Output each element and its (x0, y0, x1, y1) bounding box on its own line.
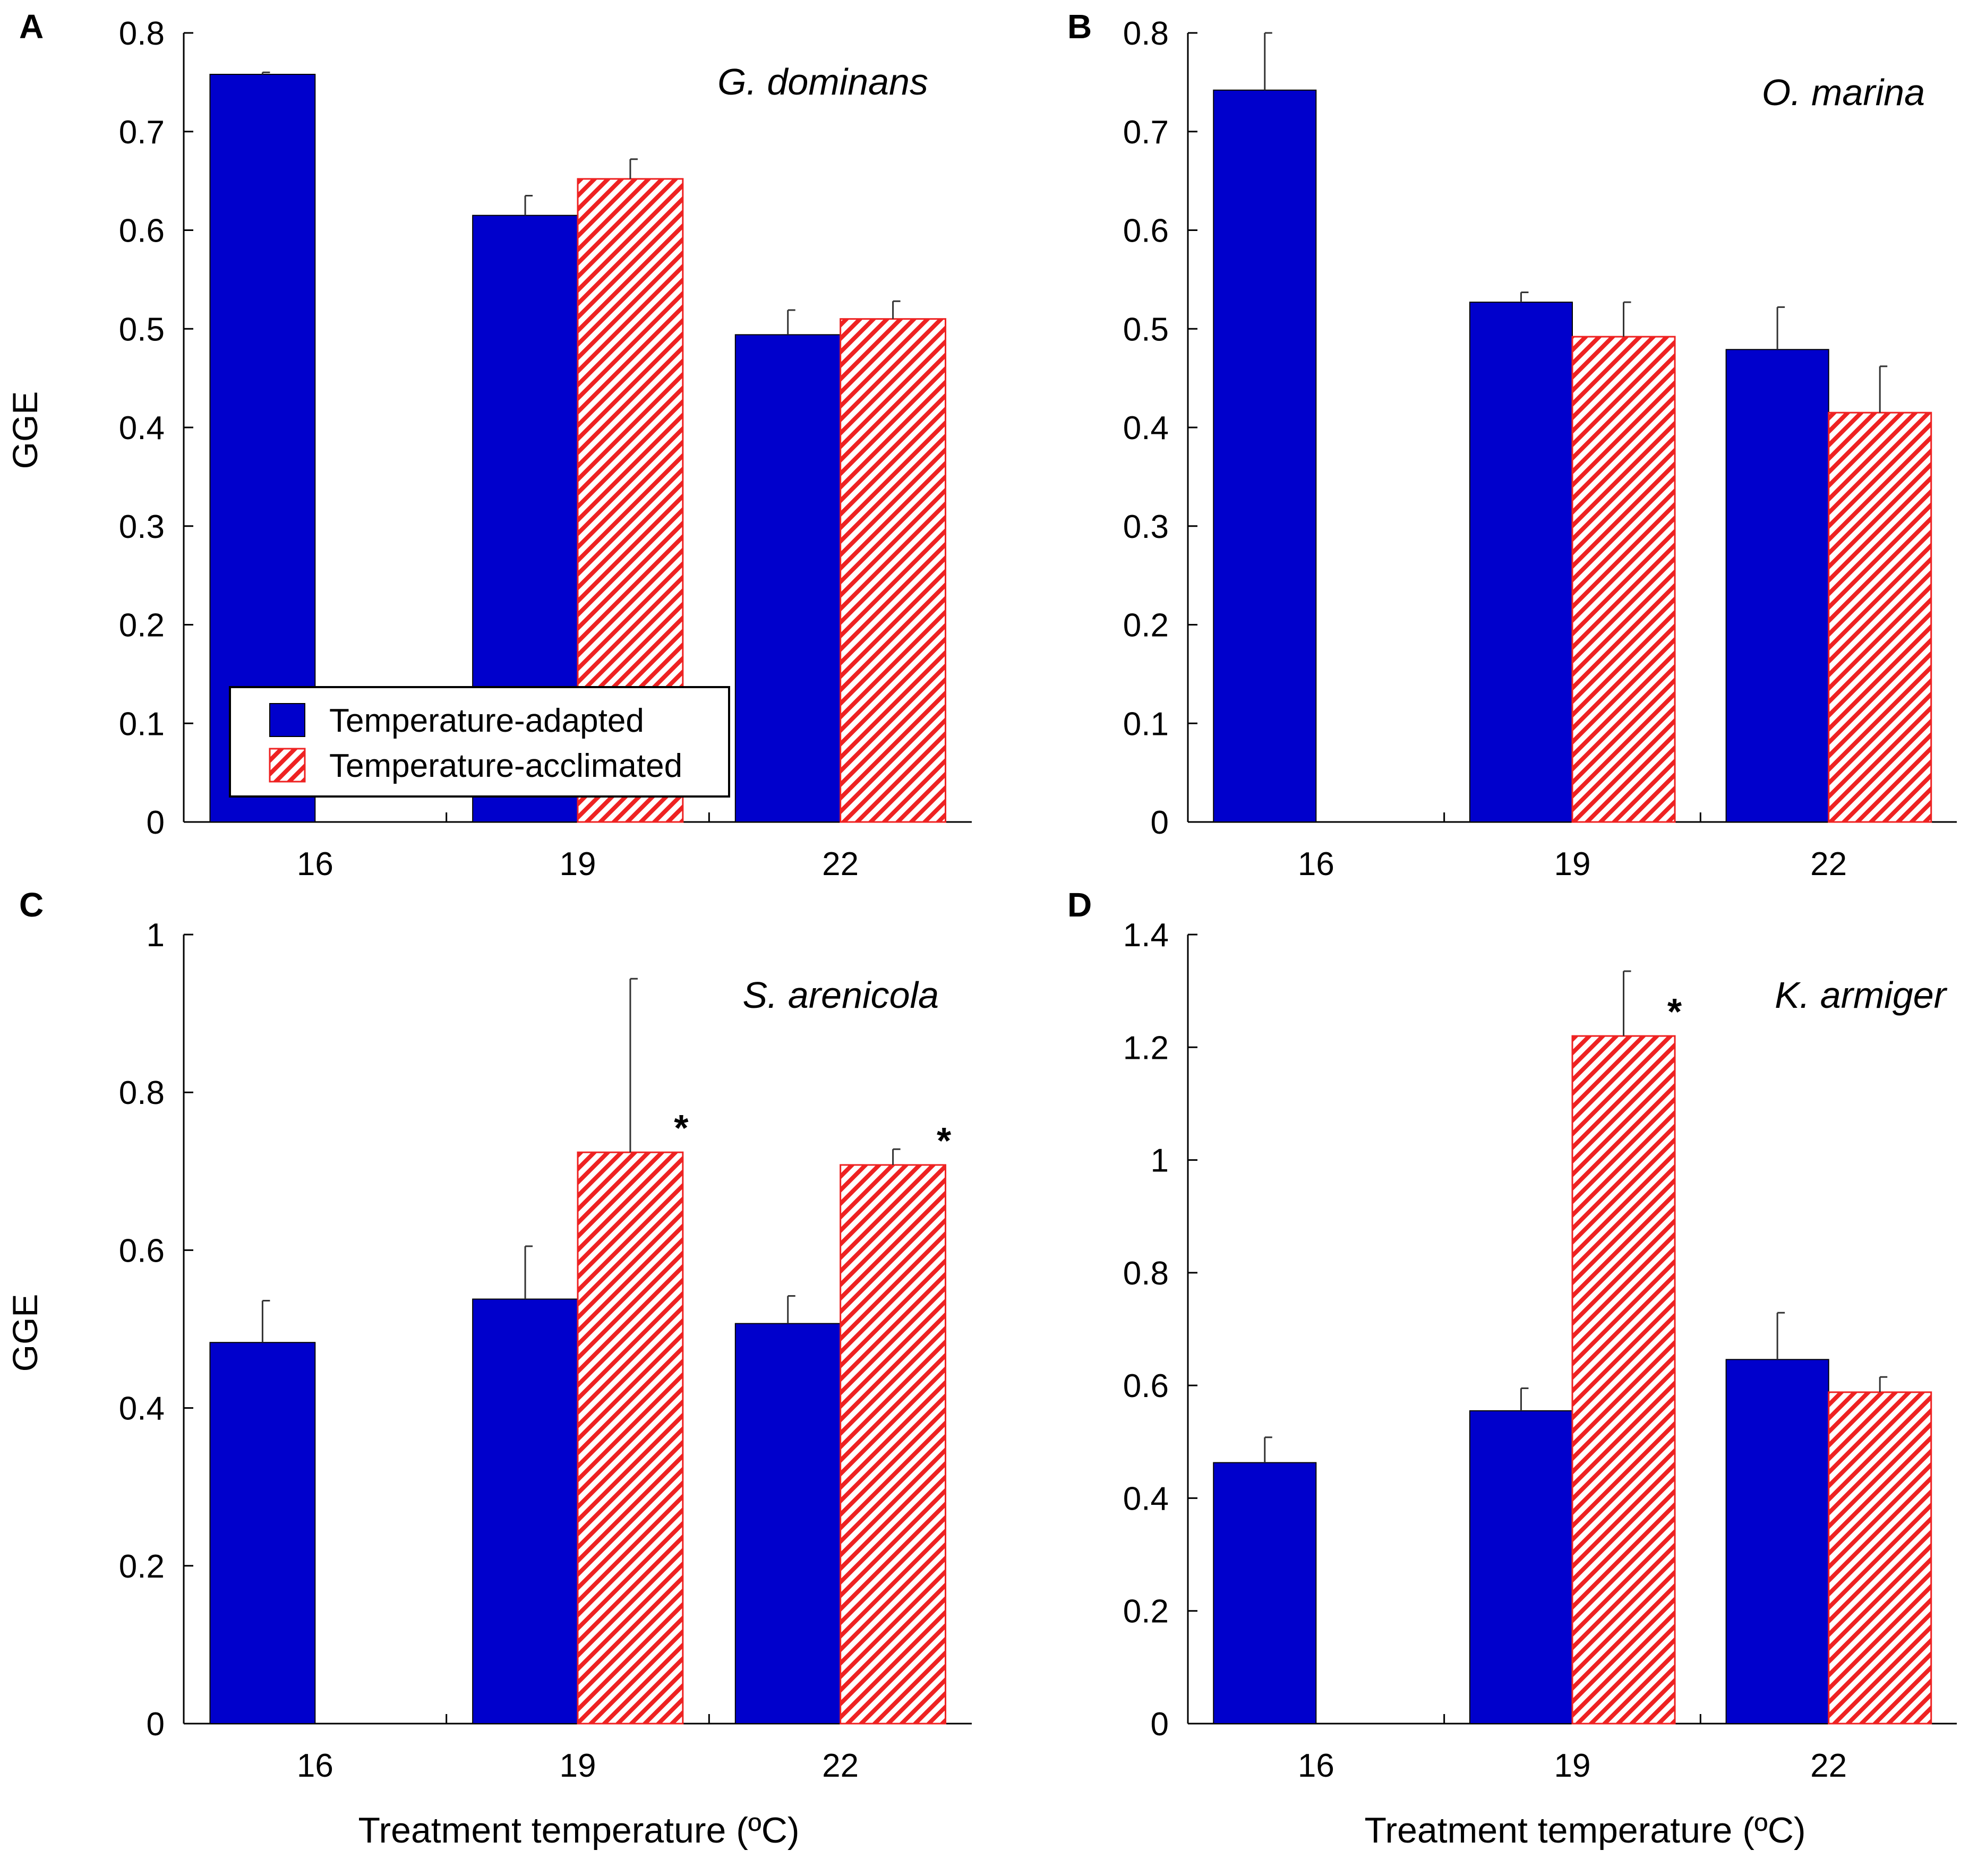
y-tick-label: 0 (1151, 804, 1169, 841)
y-tick-label: 0 (147, 804, 165, 841)
bar-adapted-16 (1213, 1462, 1317, 1725)
panel-letter: A (19, 7, 44, 46)
y-tick-label: 0.3 (1123, 509, 1169, 545)
legend-swatch-acclimated (269, 748, 306, 783)
bar-acclimated-19 (577, 1151, 684, 1725)
x-tick-label: 16 (297, 1747, 333, 1784)
y-tick-label: 0.1 (119, 706, 165, 742)
y-tick-label: 1.2 (1123, 1030, 1169, 1066)
panel-c: 0 0.2 0.4 0.6 0.8 1 16 * 19 * 22 C S. arenicola GGE Tr… (5, 886, 972, 1851)
y-tick-label: 0.7 (1123, 114, 1169, 151)
bar-adapted-16 (1213, 89, 1317, 823)
panel-b: 0 0.1 0.2 0.3 0.4 0.5 0.6 0.7 0.8 16 19 22 B O. marin… (1067, 7, 1957, 883)
bar-adapted-22 (734, 334, 841, 823)
y-tick-label: 0.6 (119, 1232, 165, 1269)
x-tick-label: 16 (297, 846, 333, 883)
bar-adapted-22 (1725, 349, 1829, 823)
bar-adapted-22 (734, 1323, 841, 1724)
x-tick-label: 19 (560, 846, 596, 883)
legend-box (229, 686, 730, 798)
legend: Temperature-adapted Temperature-acclimate… (229, 686, 730, 798)
bar-acclimated-22 (840, 1164, 947, 1725)
y-tick-label: 0.2 (119, 607, 165, 644)
y-tick-label: 0.5 (1123, 311, 1169, 348)
y-tick-label: 1 (147, 917, 165, 954)
x-tick-label: 16 (1298, 1747, 1334, 1784)
legend-label-acclimated: Temperature-acclimated (329, 748, 682, 784)
x-tick-label: 22 (822, 1747, 859, 1784)
significance-star: * (674, 1107, 689, 1149)
bar-adapted-22 (1725, 1359, 1829, 1724)
panel-letter: D (1067, 886, 1092, 924)
y-tick-label: 0.8 (1123, 15, 1169, 52)
bar-adapted-19 (1469, 302, 1573, 823)
significance-star: * (937, 1120, 952, 1161)
x-axis-label: Treatment temperature (ºC) (358, 1810, 799, 1851)
species-label: G. dominans (717, 61, 928, 102)
x-tick-label: 22 (822, 846, 859, 883)
y-tick-label: 1.4 (1123, 917, 1169, 954)
y-tick-label: 0.4 (1123, 410, 1169, 447)
bar-adapted-19 (1469, 1410, 1573, 1725)
bar-acclimated-19 (1571, 336, 1676, 823)
bar-adapted-16 (209, 1342, 316, 1724)
y-tick-label: 0.5 (119, 311, 165, 348)
y-tick-label: 0.4 (1123, 1480, 1169, 1517)
y-tick-label: 0.6 (1123, 213, 1169, 250)
panel-a: 0 0.1 0.2 0.3 0.4 0.5 0.6 0.7 0.8 16 19 22 A G. domin… (5, 7, 972, 883)
bar-adapted-19 (472, 1298, 579, 1724)
y-tick-label: 0 (147, 1706, 165, 1743)
y-tick-label: 0.4 (119, 1391, 165, 1427)
x-tick-label: 22 (1810, 846, 1847, 883)
y-tick-label: 0.2 (119, 1548, 165, 1585)
y-axis-label: GGE (5, 1294, 45, 1372)
legend-label-adapted: Temperature-adapted (329, 703, 644, 739)
panel-d: 0 0.2 0.4 0.6 0.8 1 1.2 1.4 16 * 19 22 D K. armiger Tr… (1067, 886, 1957, 1851)
significance-star: * (1667, 991, 1682, 1032)
y-tick-label: 0 (1151, 1706, 1169, 1743)
y-tick-label: 0.2 (1123, 607, 1169, 644)
y-tick-label: 0.2 (1123, 1594, 1169, 1630)
species-label: K. armiger (1775, 974, 1948, 1016)
species-label: O. marina (1762, 72, 1925, 113)
y-tick-label: 0.4 (119, 410, 165, 447)
bar-acclimated-19 (1571, 1035, 1676, 1725)
panel-letter: B (1067, 7, 1092, 46)
y-tick-label: 0.3 (119, 509, 165, 545)
y-tick-label: 0.7 (119, 114, 165, 151)
bar-acclimated-22 (840, 318, 947, 823)
x-tick-label: 19 (1554, 846, 1591, 883)
x-axis-label: Treatment temperature (ºC) (1364, 1810, 1805, 1851)
y-axis-label: GGE (5, 391, 45, 469)
bar-acclimated-22 (1828, 412, 1932, 823)
y-tick-label: 0.6 (119, 213, 165, 250)
y-tick-label: 0.8 (119, 15, 165, 52)
y-tick-label: 0.1 (1123, 706, 1169, 742)
y-tick-label: 1 (1151, 1143, 1169, 1179)
y-tick-label: 0.8 (1123, 1255, 1169, 1292)
bar-acclimated-22 (1828, 1391, 1932, 1725)
y-tick-label: 0.8 (119, 1075, 165, 1111)
x-tick-label: 22 (1810, 1747, 1847, 1784)
x-tick-label: 19 (1554, 1747, 1591, 1784)
y-tick-label: 0.6 (1123, 1368, 1169, 1404)
species-label: S. arenicola (742, 974, 939, 1016)
legend-swatch-adapted (269, 703, 305, 737)
x-tick-label: 16 (1298, 846, 1334, 883)
x-tick-label: 19 (560, 1747, 596, 1784)
panel-letter: C (19, 886, 44, 924)
